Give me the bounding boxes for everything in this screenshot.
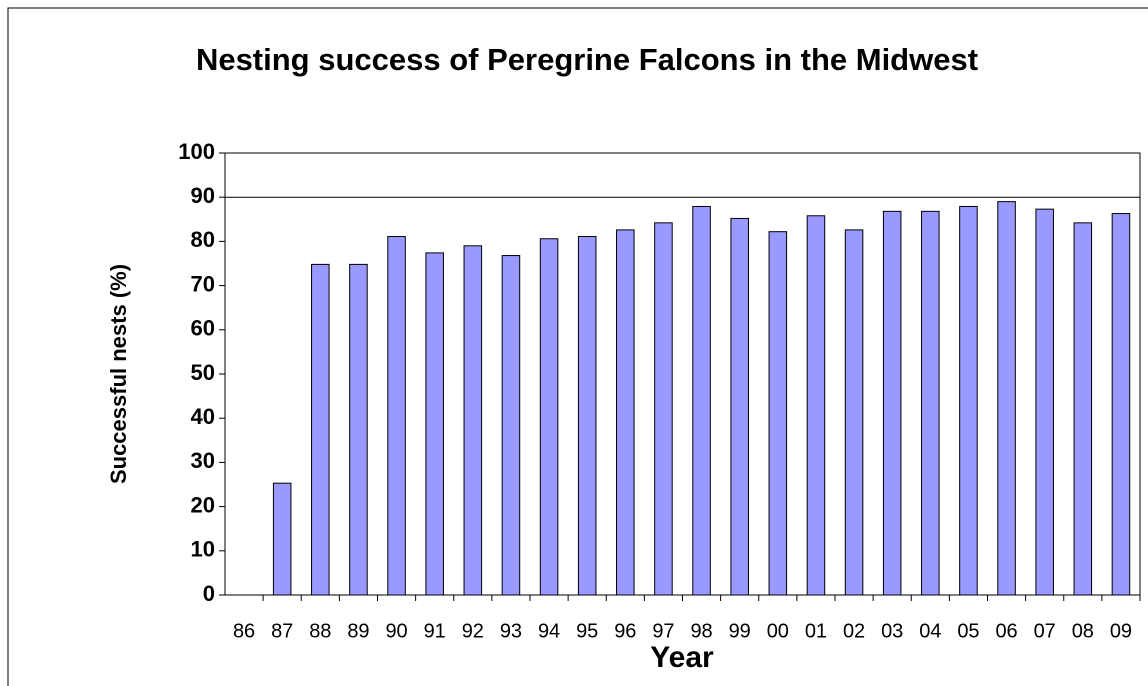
bar [387,236,406,596]
x-tick-label: 03 [881,620,903,642]
x-tick-label: 07 [1034,620,1056,642]
y-tick-label: 50 [191,360,215,385]
bar [959,205,978,596]
bar [311,263,330,596]
bar [272,482,292,596]
x-tick-label: 08 [1072,620,1094,642]
bar [577,236,597,596]
y-tick-label: 80 [191,227,215,252]
y-tick-label: 100 [178,139,215,164]
bar [921,210,940,596]
x-tick-label: 90 [385,620,407,642]
x-tick-label: 01 [805,620,827,642]
bar [654,222,673,596]
x-tick-label: 97 [652,620,674,642]
x-tick-label: 02 [843,620,865,642]
y-tick-label: 60 [191,316,215,341]
y-tick-label: 70 [191,271,215,296]
plot-area [224,152,1141,596]
y-tick-label: 30 [191,448,215,473]
x-tick-label: 09 [1110,620,1132,642]
bar [1073,222,1093,596]
x-tick-label: 04 [919,620,941,642]
x-tick-label: 91 [424,620,446,642]
bar [882,210,902,596]
y-tick-label: 20 [191,492,215,517]
x-tick-label: 98 [690,620,712,642]
bar [539,238,559,596]
bar [425,252,444,596]
y-tick-label: 90 [191,183,215,208]
y-tick-label: 10 [191,537,215,562]
x-tick-label: 96 [614,620,636,642]
bar [501,255,521,596]
x-tick-label: 92 [462,620,484,642]
x-tick-label: 95 [576,620,598,642]
x-tick-label: 88 [309,620,331,642]
x-tick-label: 00 [767,620,789,642]
x-tick-label: 99 [729,620,751,642]
bar [616,229,635,596]
x-tick-label: 05 [957,620,979,642]
bar [806,215,826,596]
x-tick-label: 06 [995,620,1017,642]
bar [692,205,711,596]
x-tick-label: 86 [233,620,255,642]
bar [844,229,864,596]
bar [349,263,368,596]
y-tick-label: 0 [203,581,215,606]
bar [1035,208,1054,596]
y-tick-label: 40 [191,404,215,429]
bar [463,245,483,596]
x-tick-label: 93 [500,620,522,642]
y-axis-label: Successful nests (%) [106,264,131,484]
x-tick-label: 87 [271,620,293,642]
bar [730,217,749,596]
bar [997,201,1016,596]
chart-border [7,7,1148,686]
x-tick-label: 89 [347,620,369,642]
x-axis-label: Year [650,641,714,674]
bar [768,231,788,596]
bar [1111,213,1131,596]
x-tick-label: 94 [538,620,560,642]
chart-title: Nesting success of Peregrine Falcons in … [195,42,979,77]
